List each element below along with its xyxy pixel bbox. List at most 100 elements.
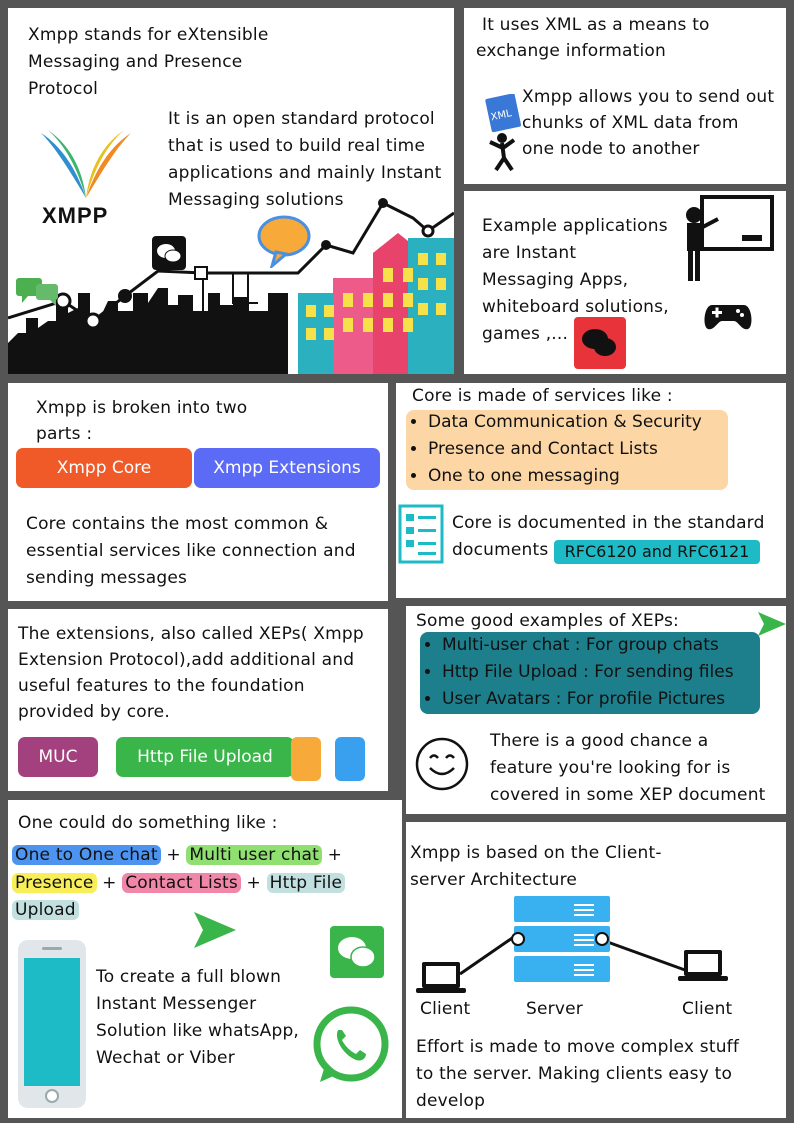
speech-bubble-icon bbox=[257, 215, 311, 268]
examples-line-3: Messaging Apps, bbox=[482, 270, 629, 290]
combine-heading: One could do something like : bbox=[18, 813, 278, 833]
laptop-left-icon bbox=[416, 962, 466, 993]
server-label: Server bbox=[526, 999, 583, 1019]
panel-xml: It uses XML as a means to exchange infor… bbox=[464, 8, 786, 184]
svg-text:XML: XML bbox=[490, 108, 513, 123]
plus-sign: + bbox=[246, 873, 261, 893]
phone-icon bbox=[18, 940, 86, 1108]
multi-user-chip: Multi user chat bbox=[186, 845, 323, 865]
messenger-line-1: To create a full blown bbox=[96, 967, 282, 987]
services-list-box: Data Communication & Security Presence a… bbox=[406, 410, 728, 490]
core-desc-2: essential services like connection and bbox=[26, 541, 356, 561]
send-arrow-icon bbox=[758, 612, 786, 636]
ext-line-2: Extension Protocol),add additional and bbox=[18, 650, 355, 670]
document-icon bbox=[398, 504, 444, 564]
contact-lists-chip: Contact Lists bbox=[122, 873, 241, 893]
xep-item: Http File Upload : For sending files bbox=[442, 659, 760, 686]
parts-heading-2: parts : bbox=[36, 424, 93, 444]
services-heading: Core is made of services like : bbox=[412, 386, 673, 406]
arch-heading-2: server Architecture bbox=[410, 870, 578, 890]
gamepad-icon bbox=[704, 305, 752, 330]
plus-sign: + bbox=[327, 845, 343, 865]
service-item: Data Communication & Security bbox=[428, 409, 728, 436]
xep-list-box: Multi-user chat : For group chats Http F… bbox=[420, 632, 760, 714]
core-desc-3: sending messages bbox=[26, 568, 188, 588]
combine-line-1: One to One chat + Multi user chat + bbox=[12, 842, 342, 869]
core-desc-1: Core contains the most common & bbox=[26, 514, 329, 534]
xml-line-2: exchange information bbox=[476, 41, 667, 61]
wechat-red-icon bbox=[574, 317, 626, 369]
client-server-diagram bbox=[416, 896, 728, 993]
panel-xep-examples: Some good examples of XEPs: Multi-user c… bbox=[406, 606, 786, 814]
blue-badge bbox=[335, 737, 365, 781]
send-arrow-icon bbox=[194, 912, 236, 948]
xml-file-person-icon: XML bbox=[485, 94, 522, 172]
service-item: Presence and Contact Lists bbox=[428, 436, 728, 463]
examples-line-1: Example applications bbox=[482, 216, 668, 236]
combine-line-2: Presence + Contact Lists + Http File bbox=[12, 870, 346, 897]
messenger-line-4: Wechat or Viber bbox=[96, 1048, 235, 1068]
xml-line-1: It uses XML as a means to bbox=[482, 15, 710, 35]
green-chat-icon bbox=[16, 278, 58, 306]
desc-line-3: applications and mainly Instant bbox=[168, 163, 442, 183]
http-file-chip: Http File bbox=[266, 873, 346, 893]
send-line-1: Xmpp allows you to send out bbox=[522, 87, 775, 107]
server-icon bbox=[511, 896, 610, 982]
wechat-small-icon bbox=[152, 236, 186, 270]
send-line-3: one node to another bbox=[522, 139, 700, 159]
xmpp-core-badge: Xmpp Core bbox=[16, 448, 192, 488]
send-line-2: chunks of XML data from bbox=[522, 113, 739, 133]
examples-line-2: are Instant bbox=[482, 243, 577, 263]
city-network-illustration bbox=[8, 198, 454, 374]
orange-badge bbox=[291, 737, 321, 781]
xmpp-extensions-badge: Xmpp Extensions bbox=[194, 448, 380, 488]
effort-line-2: to the server. Making clients easy to bbox=[416, 1064, 733, 1084]
panel-intro: Xmpp stands for eXtensible Messaging and… bbox=[8, 8, 454, 374]
teacher-whiteboard-icon bbox=[686, 195, 774, 281]
desc-line-2: that is used to build real time bbox=[168, 136, 426, 156]
smiley-icon bbox=[415, 737, 469, 791]
client-right-label: Client bbox=[682, 999, 733, 1019]
documented-line-1: Core is documented in the standard bbox=[452, 513, 765, 533]
panel-extensions: The extensions, also called XEPs( Xmpp E… bbox=[8, 609, 388, 791]
xep-text-2: feature you're looking for is bbox=[490, 758, 731, 778]
panel-architecture: Xmpp is based on the Client- server Arch… bbox=[406, 822, 786, 1118]
xep-text-3: covered in some XEP document bbox=[490, 785, 766, 805]
xep-text-1: There is a good chance a bbox=[490, 731, 709, 751]
xep-item: Multi-user chat : For group chats bbox=[442, 632, 760, 659]
muc-badge: MUC bbox=[18, 737, 98, 777]
panel-parts: Xmpp is broken into two parts : Xmpp Cor… bbox=[8, 383, 388, 601]
service-item: One to one messaging bbox=[428, 463, 728, 490]
xep-heading: Some good examples of XEPs: bbox=[416, 611, 679, 631]
combine-line-3: Upload bbox=[12, 897, 79, 924]
desc-line-4: Messaging solutions bbox=[168, 190, 344, 210]
panel-messenger: One could do something like : One to One… bbox=[8, 800, 402, 1118]
xmpp-logo-text: XMPP bbox=[42, 203, 109, 228]
examples-line-5: games ,... bbox=[482, 324, 569, 344]
http-upload-badge: Http File Upload bbox=[116, 737, 294, 777]
intro-line-2: Messaging and Presence bbox=[28, 52, 243, 72]
parts-heading-1: Xmpp is broken into two bbox=[36, 398, 248, 418]
desc-line-1: It is an open standard protocol bbox=[168, 109, 435, 129]
panel-core-services: Core is made of services like : Data Com… bbox=[396, 383, 786, 598]
documented-line-2: documents bbox=[452, 540, 549, 560]
intro-line-1: Xmpp stands for eXtensible bbox=[28, 25, 269, 45]
panel-examples: Example applications are Instant Messagi… bbox=[464, 191, 786, 374]
whatsapp-icon bbox=[313, 1006, 389, 1082]
messenger-line-2: Instant Messenger bbox=[96, 994, 257, 1014]
arch-heading-1: Xmpp is based on the Client- bbox=[410, 843, 662, 863]
ext-line-3: useful features to the foundation bbox=[18, 676, 305, 696]
messenger-line-3: Solution like whatsApp, bbox=[96, 1021, 300, 1041]
presence-chip: Presence bbox=[12, 873, 97, 893]
effort-line-3: develop bbox=[416, 1091, 486, 1111]
one-to-one-chip: One to One chat bbox=[12, 845, 161, 865]
effort-line-1: Effort is made to move complex stuff bbox=[416, 1037, 740, 1057]
xmpp-logo-icon bbox=[41, 130, 131, 198]
intro-line-3: Protocol bbox=[28, 79, 99, 99]
plus-sign: + bbox=[102, 873, 117, 893]
xep-item: User Avatars : For profile Pictures bbox=[442, 686, 760, 713]
upload-chip: Upload bbox=[12, 900, 79, 920]
ext-line-1: The extensions, also called XEPs( Xmpp bbox=[18, 624, 364, 644]
ext-line-4: provided by core. bbox=[18, 702, 170, 722]
wechat-green-icon bbox=[330, 926, 384, 978]
